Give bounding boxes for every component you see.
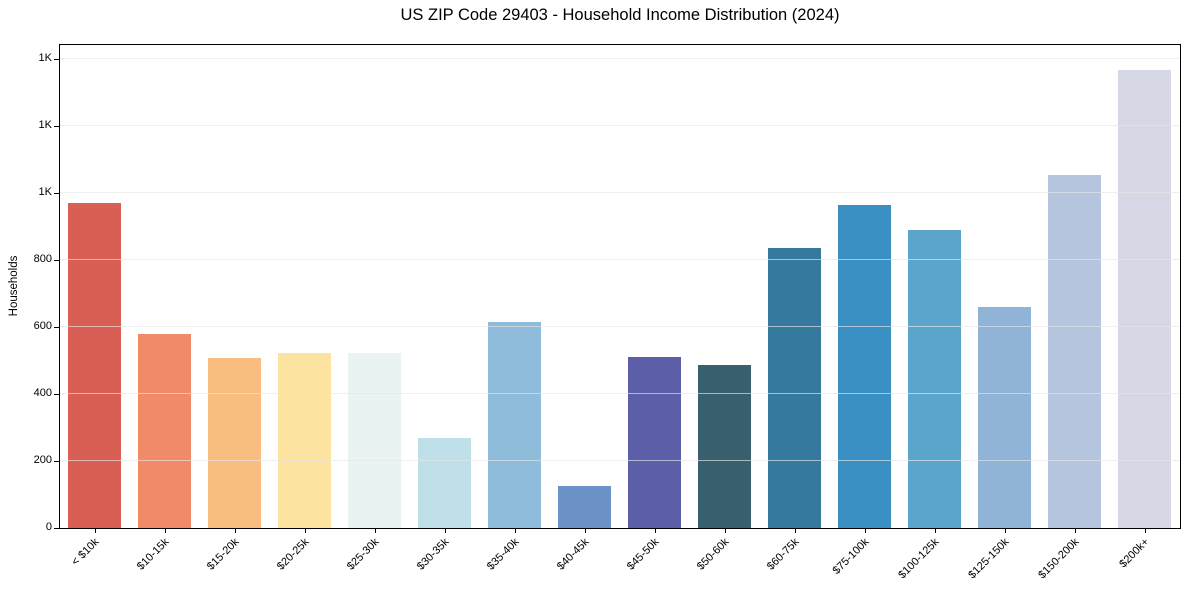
bar-$50-60k <box>698 365 752 528</box>
x-tick-mark <box>585 529 586 533</box>
chart-title: US ZIP Code 29403 - Household Income Dis… <box>400 6 840 24</box>
bar-$75-100k <box>838 205 892 528</box>
gridline <box>60 191 1180 193</box>
x-tick-mark <box>934 529 936 533</box>
gridline <box>60 258 1180 260</box>
bar-$10-15k <box>138 334 192 528</box>
gridline <box>60 124 1180 126</box>
x-tick-mark <box>724 529 726 533</box>
bar-$125-150k <box>978 307 1032 528</box>
x-tick-label: $60-75k <box>764 536 802 573</box>
y-tick-label: 400 <box>33 387 52 400</box>
bar-$15-20k <box>208 358 262 528</box>
bar-$40-45k <box>558 486 612 528</box>
x-tick-mark <box>1074 529 1076 533</box>
x-tick-mark <box>864 529 866 533</box>
x-tick-mark <box>515 529 517 533</box>
y-tick-label: 1K <box>38 119 52 132</box>
x-tick-mark <box>95 529 97 533</box>
gridline <box>60 325 1180 327</box>
x-tick-mark <box>654 529 656 533</box>
bar-$25-30k <box>348 352 402 528</box>
bar-$35-40k <box>488 322 542 528</box>
x-tick-mark <box>445 529 447 533</box>
x-tick-label: $50-60k <box>694 536 732 573</box>
x-tick-mark <box>1144 529 1146 533</box>
x-tick-label: $40-45k <box>554 536 592 573</box>
x-tick-label: $35-40k <box>484 536 522 573</box>
x-tick-mark <box>305 529 307 533</box>
x-tick-label: $15-20k <box>205 536 242 573</box>
bar-$60-75k <box>768 247 822 528</box>
x-tick-mark <box>794 529 796 533</box>
x-tick-label: $45-50k <box>624 536 662 573</box>
plot-area <box>59 44 1181 529</box>
x-tick-label: $25-30k <box>344 536 382 573</box>
x-tick-label: $200k+ <box>1117 536 1152 571</box>
y-tick-label: 600 <box>33 320 52 333</box>
bar-$30-35k <box>418 438 472 528</box>
y-tick-label: 1K <box>38 186 52 199</box>
gridline <box>60 459 1180 461</box>
x-tick-label: $20-25k <box>274 536 312 573</box>
x-tick-mark <box>165 529 167 533</box>
x-tick-label: $30-35k <box>414 536 452 573</box>
bar-$45-50k <box>628 357 682 528</box>
x-tick-label: $100-125k <box>896 536 942 582</box>
bar-$200k+ <box>1118 69 1172 528</box>
y-axis-label: Households <box>8 255 20 317</box>
y-tick-label: 200 <box>33 454 52 467</box>
bar-$150-200k <box>1048 175 1102 528</box>
gridline <box>60 392 1180 394</box>
gridline <box>60 57 1180 59</box>
x-tick-label: $125-150k <box>966 536 1012 582</box>
x-tick-label: $10-15k <box>135 536 172 573</box>
bar-$20-25k <box>278 353 332 528</box>
bar-< $10k <box>68 202 122 528</box>
x-tick-label: $150-200k <box>1036 536 1082 582</box>
x-tick-label: < $10k <box>69 536 102 569</box>
x-tick-mark <box>1004 529 1006 533</box>
bar-$100-125k <box>908 229 962 528</box>
x-tick-label: $75-100k <box>830 536 872 577</box>
x-tick-mark <box>235 529 237 533</box>
y-tick-label: 1K <box>38 52 52 65</box>
y-tick-label: 0 <box>45 521 52 534</box>
x-tick-mark <box>375 529 377 533</box>
